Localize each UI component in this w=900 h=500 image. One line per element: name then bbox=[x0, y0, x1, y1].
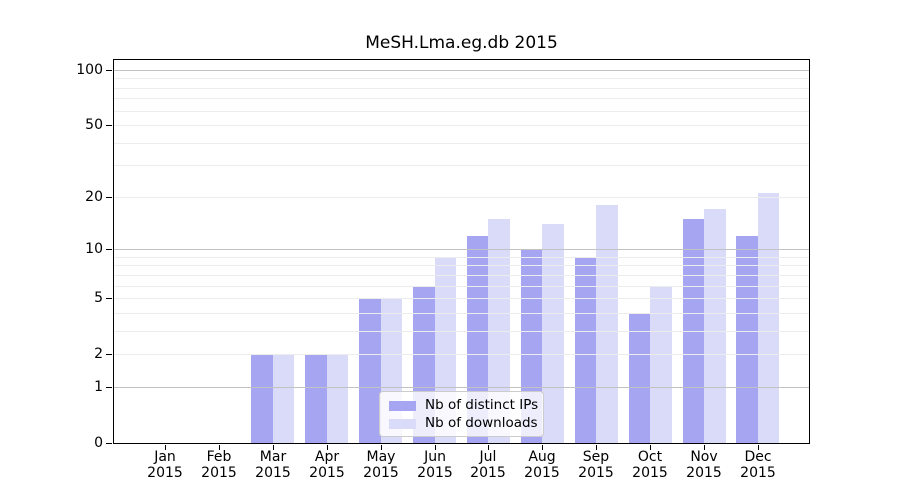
x-tick-mark bbox=[381, 445, 382, 450]
bar-apr-distinct-ips bbox=[305, 354, 327, 443]
y-tick-label: 2 bbox=[94, 346, 103, 362]
bar-dec-distinct-ips bbox=[736, 235, 758, 443]
x-tick-mark bbox=[542, 445, 543, 450]
bar-apr-downloads bbox=[326, 354, 349, 443]
y-tick-label: 10 bbox=[85, 241, 103, 257]
x-tick-mark bbox=[596, 445, 597, 450]
y-tick-label: 20 bbox=[85, 189, 103, 205]
x-tick-label-dec: Dec 2015 bbox=[740, 449, 776, 481]
bar-nov-downloads bbox=[704, 209, 726, 443]
y-tick-label: 5 bbox=[94, 290, 103, 306]
x-tick-label-sep: Sep 2015 bbox=[578, 449, 614, 481]
x-tick-label-jan: Jan 2015 bbox=[147, 449, 183, 481]
y-tick-label: 50 bbox=[85, 117, 103, 133]
minor-gridline bbox=[114, 331, 809, 332]
x-tick-mark bbox=[219, 445, 220, 450]
legend-swatch-distinct-ips bbox=[389, 400, 416, 411]
y-tick-mark bbox=[106, 443, 112, 444]
x-tick-mark bbox=[435, 445, 436, 450]
minor-gridline bbox=[114, 98, 809, 99]
minor-gridline bbox=[114, 313, 809, 314]
x-tick-label-nov: Nov 2015 bbox=[686, 449, 722, 481]
minor-gridline bbox=[114, 78, 809, 79]
minor-gridline bbox=[114, 88, 809, 89]
x-tick-mark bbox=[165, 445, 166, 450]
x-tick-label-jun: Jun 2015 bbox=[417, 449, 453, 481]
plot-area: Nb of distinct IPs Nb of downloads bbox=[113, 59, 810, 444]
major-gridline bbox=[114, 70, 809, 71]
y-tick-mark bbox=[106, 125, 112, 126]
x-tick-mark bbox=[273, 445, 274, 450]
legend-swatch-downloads bbox=[389, 418, 416, 429]
major-gridline bbox=[114, 387, 809, 388]
legend-label-distinct-ips: Nb of distinct IPs bbox=[425, 397, 539, 413]
minor-gridline bbox=[114, 125, 809, 126]
bar-may-distinct-ips bbox=[359, 298, 381, 443]
x-tick-label-oct: Oct 2015 bbox=[632, 449, 668, 481]
bar-jul-downloads bbox=[488, 218, 510, 443]
x-tick-label-aug: Aug 2015 bbox=[524, 449, 560, 481]
minor-gridline bbox=[114, 275, 809, 276]
bar-sep-distinct-ips bbox=[574, 256, 597, 443]
bar-oct-downloads bbox=[650, 285, 672, 443]
bar-aug-downloads bbox=[542, 224, 564, 443]
bar-dec-downloads bbox=[757, 193, 780, 443]
y-tick-mark bbox=[106, 197, 112, 198]
bar-mar-downloads bbox=[272, 354, 295, 443]
x-tick-label-may: May 2015 bbox=[363, 449, 399, 481]
legend-label-downloads: Nb of downloads bbox=[425, 415, 538, 431]
x-tick-label-apr: Apr 2015 bbox=[309, 449, 345, 481]
legend: Nb of distinct IPs Nb of downloads bbox=[379, 391, 544, 437]
bar-oct-distinct-ips bbox=[628, 312, 651, 443]
bar-mar-distinct-ips bbox=[251, 354, 273, 443]
x-tick-mark bbox=[758, 445, 759, 450]
legend-item-downloads: Nb of downloads bbox=[389, 415, 538, 432]
y-tick-mark bbox=[106, 70, 112, 71]
minor-gridline bbox=[114, 354, 809, 355]
major-gridline bbox=[114, 249, 809, 250]
y-tick-mark bbox=[106, 249, 112, 250]
minor-gridline bbox=[114, 143, 809, 144]
minor-gridline bbox=[114, 257, 809, 258]
x-tick-mark bbox=[488, 445, 489, 450]
y-tick-mark bbox=[106, 387, 112, 388]
bar-nov-distinct-ips bbox=[682, 218, 704, 443]
minor-gridline bbox=[114, 165, 809, 166]
bar-sep-downloads bbox=[596, 204, 618, 443]
legend-item-distinct-ips: Nb of distinct IPs bbox=[389, 397, 538, 414]
minor-gridline bbox=[114, 265, 809, 266]
x-tick-label-mar: Mar 2015 bbox=[255, 449, 291, 481]
minor-gridline bbox=[114, 111, 809, 112]
y-tick-label: 1 bbox=[94, 379, 103, 395]
grid-layer bbox=[114, 60, 809, 443]
y-tick-mark bbox=[106, 298, 112, 299]
x-tick-mark bbox=[704, 445, 705, 450]
x-tick-label-jul: Jul 2015 bbox=[470, 449, 506, 481]
y-tick-label: 0 bbox=[94, 435, 103, 451]
minor-gridline bbox=[114, 197, 809, 198]
x-tick-mark bbox=[650, 445, 651, 450]
minor-gridline bbox=[114, 286, 809, 287]
x-tick-mark bbox=[327, 445, 328, 450]
x-tick-label-feb: Feb 2015 bbox=[201, 449, 237, 481]
chart-title: MeSH.Lma.eg.db 2015 bbox=[365, 33, 558, 53]
y-tick-label: 100 bbox=[76, 62, 103, 78]
minor-gridline bbox=[114, 298, 809, 299]
y-tick-mark bbox=[106, 354, 112, 355]
